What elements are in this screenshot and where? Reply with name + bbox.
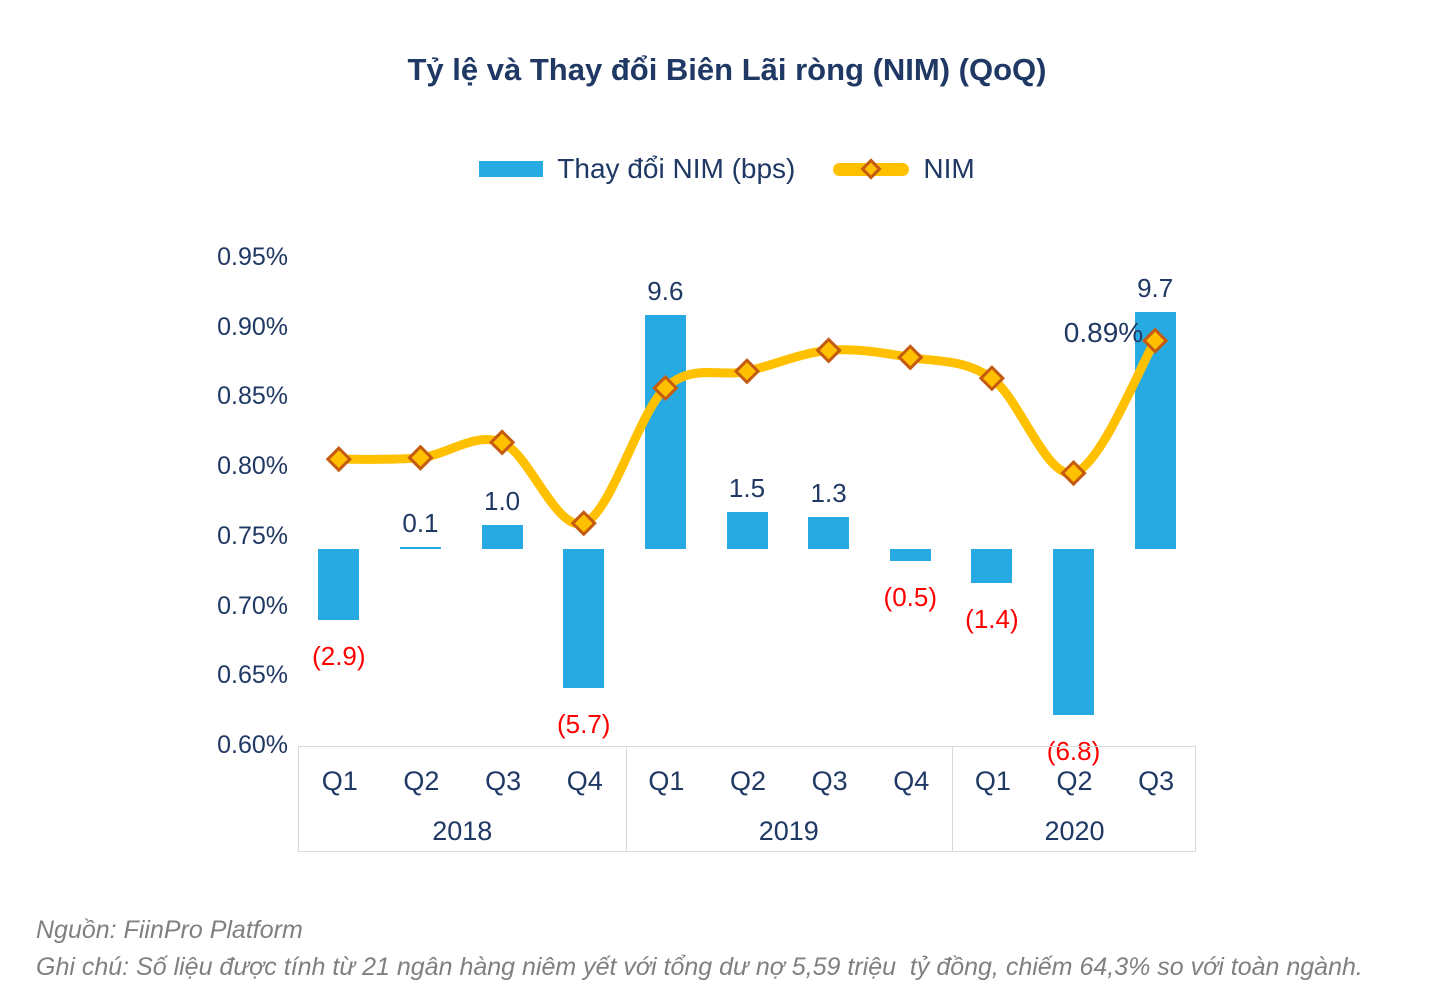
x-axis-quarter-label: Q2 <box>729 766 766 796</box>
x-axis-quarter-label: Q2 <box>1056 766 1093 796</box>
chart-legend: Thay đổi NIM (bps) NIM <box>0 153 1454 185</box>
y-axis-tick-label: 0.60% <box>217 731 288 760</box>
nim-marker <box>488 429 516 456</box>
nim-marker <box>407 444 434 471</box>
bar-data-label: (0.5) <box>883 582 937 613</box>
nim-marker <box>978 365 1006 392</box>
nim-marker <box>570 510 597 537</box>
bar-data-label: (1.4) <box>965 604 1019 635</box>
x-axis-quarter-label: Q1 <box>321 766 358 796</box>
x-axis-quarter-label: Q1 <box>648 766 685 796</box>
nim-line-svg <box>325 327 1169 537</box>
bar-thay-doi-nim <box>644 314 686 549</box>
bar-thay-doi-nim <box>318 549 360 620</box>
y-axis-tick-label: 0.70% <box>217 591 288 620</box>
bar-data-label: 1.0 <box>484 485 521 516</box>
bar-data-label: (2.9) <box>312 640 366 671</box>
nim-marker <box>815 337 842 364</box>
x-axis-quarter-label: Q1 <box>974 766 1011 796</box>
bar-data-label: 0.1 <box>402 507 439 538</box>
x-axis-quarter-label: Q3 <box>811 766 848 796</box>
bar-thay-doi-nim <box>726 512 768 549</box>
y-axis-tick-label: 0.65% <box>217 661 288 690</box>
footnote: Ghi chú: Số liệu được tính từ 21 ngân hà… <box>36 953 1363 981</box>
bar-thay-doi-nim <box>481 524 523 549</box>
nim-marker <box>897 344 924 371</box>
nim-point-label: 0.89% <box>1063 316 1144 348</box>
nim-marker <box>1142 327 1169 354</box>
nim-marker <box>733 358 761 385</box>
nim-marker <box>325 446 352 473</box>
x-axis-group-divider <box>625 747 627 851</box>
y-axis-tick-label: 0.90% <box>217 312 288 341</box>
x-axis-box: Q1 Q2 Q3 Q4 Q1 Q2 Q3 Q4 Q1 Q2 Q3 2018 2019 2020 <box>298 746 1196 852</box>
chart-title: Tỷ lệ và Thay đổi Biên Lãi ròng (NIM) (Q… <box>407 52 1047 87</box>
x-axis-quarter-label: Q4 <box>893 766 930 796</box>
bar-thay-doi-nim <box>563 549 605 689</box>
y-axis-tick-label: 0.75% <box>217 521 288 550</box>
nim-marker <box>652 374 679 402</box>
x-axis-quarter-label: Q2 <box>403 766 440 796</box>
x-axis-year-label: 2019 <box>758 816 819 846</box>
bar-data-label: 1.5 <box>728 473 766 504</box>
bar-data-label: 1.3 <box>810 478 847 509</box>
x-axis-quarter-label: Q3 <box>1138 766 1175 796</box>
nim-marker <box>1060 459 1087 487</box>
plot-area: (2.9) 0.1 1.0 (5.7) 9.6 1.5 1.3 (0.5) (1.4) (6.8)… <box>298 240 1196 766</box>
y-axis-tick-label: 0.95% <box>217 243 288 271</box>
x-axis-quarter-label: Q3 <box>485 766 522 796</box>
x-axis-year-label: 2018 <box>432 816 493 846</box>
legend-item-line-series: NIM <box>833 153 975 185</box>
x-axis-group-divider <box>952 747 954 851</box>
diamond-marker-icon <box>860 158 882 180</box>
legend-bar-series-label: Thay đổi NIM (bps) <box>557 153 796 184</box>
bar-data-label: 9.6 <box>647 275 684 306</box>
bar-data-label: (5.7) <box>556 709 611 740</box>
x-axis-year-label: 2020 <box>1044 816 1105 846</box>
legend-line-series-label: NIM <box>923 153 975 184</box>
bar-thay-doi-nim <box>889 549 931 562</box>
y-axis-tick-label: 0.80% <box>217 452 288 481</box>
bar-data-label: (6.8) <box>1046 735 1101 766</box>
legend-item-bar-series: Thay đổi NIM (bps) <box>479 153 795 185</box>
bar-thay-doi-nim <box>971 549 1013 584</box>
x-axis-quarter-label: Q4 <box>566 766 603 796</box>
bar-series-swatch <box>479 161 544 177</box>
y-axis-tick-label: 0.85% <box>217 382 288 411</box>
bar-thay-doi-nim <box>808 517 850 549</box>
bar-thay-doi-nim <box>399 546 441 549</box>
source-note: Nguồn: FiinPro Platform <box>36 916 303 944</box>
bar-thay-doi-nim <box>1053 549 1095 715</box>
line-series-swatch <box>833 158 910 180</box>
bar-data-label: 9.7 <box>1137 273 1174 304</box>
